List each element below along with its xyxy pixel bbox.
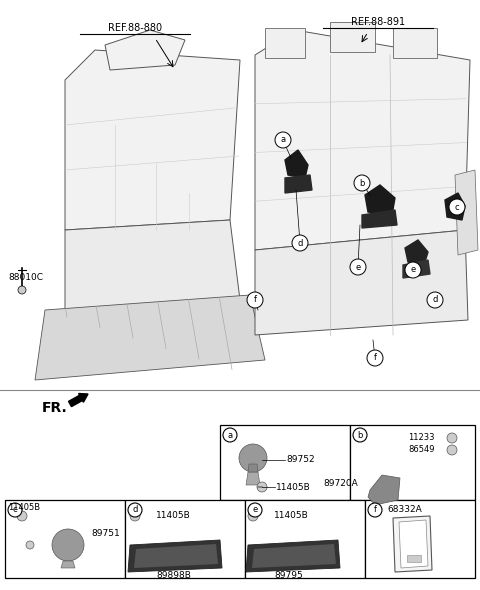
Polygon shape [285, 150, 308, 178]
Polygon shape [330, 22, 375, 52]
Text: 11405B: 11405B [274, 512, 309, 520]
Text: e: e [355, 263, 360, 271]
Polygon shape [365, 185, 395, 215]
Circle shape [447, 445, 457, 455]
Circle shape [8, 503, 22, 517]
Text: 11405B: 11405B [276, 483, 311, 491]
Circle shape [247, 292, 263, 308]
Text: 89752: 89752 [286, 455, 314, 464]
Text: 68332A: 68332A [387, 506, 422, 514]
Text: b: b [360, 179, 365, 188]
Bar [5, 500, 125, 578]
Text: REF.88-891: REF.88-891 [351, 17, 405, 27]
Circle shape [350, 259, 366, 275]
Circle shape [17, 511, 27, 521]
Polygon shape [252, 544, 336, 568]
Polygon shape [265, 28, 305, 58]
Circle shape [354, 175, 370, 191]
Text: a: a [228, 431, 233, 440]
Polygon shape [246, 472, 260, 485]
Polygon shape [65, 50, 240, 230]
Polygon shape [134, 544, 218, 568]
Circle shape [368, 503, 382, 517]
Polygon shape [362, 210, 397, 228]
Bar [245, 500, 365, 578]
Polygon shape [445, 193, 465, 220]
Circle shape [223, 428, 237, 442]
Text: 89751: 89751 [91, 529, 120, 539]
Text: f: f [253, 296, 256, 304]
Text: FR.: FR. [42, 401, 68, 415]
Text: f: f [373, 353, 376, 362]
Text: f: f [373, 506, 376, 514]
Polygon shape [255, 30, 470, 250]
Circle shape [130, 511, 140, 521]
Text: e: e [252, 506, 258, 514]
Polygon shape [35, 295, 265, 380]
Circle shape [292, 235, 308, 251]
Polygon shape [393, 28, 437, 58]
Text: 86549: 86549 [408, 445, 434, 454]
Circle shape [257, 482, 267, 492]
Circle shape [353, 428, 367, 442]
Polygon shape [407, 555, 421, 562]
Polygon shape [255, 230, 468, 335]
Text: REF.88-880: REF.88-880 [108, 23, 162, 33]
Circle shape [405, 262, 421, 278]
Text: e: e [410, 266, 416, 274]
Text: 11233: 11233 [408, 434, 434, 442]
Polygon shape [61, 561, 75, 568]
Circle shape [275, 132, 291, 148]
Bar [220, 425, 350, 500]
Bar [125, 500, 245, 578]
Text: d: d [297, 238, 303, 247]
Polygon shape [246, 540, 340, 572]
Circle shape [367, 350, 383, 366]
Text: 11405B: 11405B [156, 512, 191, 520]
Circle shape [26, 541, 34, 549]
Circle shape [239, 444, 267, 472]
Polygon shape [368, 475, 400, 505]
Text: 89720A: 89720A [323, 478, 358, 487]
Text: c: c [455, 202, 459, 211]
Circle shape [128, 503, 142, 517]
Text: b: b [357, 431, 363, 440]
Bar [350, 425, 475, 500]
Circle shape [248, 503, 262, 517]
Polygon shape [65, 220, 240, 310]
Polygon shape [393, 516, 432, 572]
Bar [365, 500, 475, 578]
Polygon shape [248, 464, 258, 472]
Polygon shape [105, 30, 185, 70]
Polygon shape [285, 175, 312, 193]
Text: d: d [432, 296, 438, 304]
Circle shape [427, 292, 443, 308]
Text: 89898B: 89898B [156, 571, 191, 579]
Text: 88010C: 88010C [8, 274, 43, 283]
Text: d: d [132, 506, 138, 514]
Circle shape [52, 529, 84, 561]
Circle shape [449, 199, 465, 215]
Polygon shape [455, 170, 478, 255]
Polygon shape [128, 540, 222, 572]
Circle shape [18, 286, 26, 294]
Text: 89795: 89795 [274, 571, 303, 579]
Polygon shape [405, 240, 428, 265]
Text: 11405B: 11405B [8, 503, 40, 513]
Polygon shape [403, 260, 430, 278]
Polygon shape [399, 520, 428, 568]
Text: a: a [280, 136, 286, 145]
Circle shape [447, 433, 457, 443]
Circle shape [248, 511, 258, 521]
FancyArrow shape [69, 394, 88, 407]
Text: c: c [12, 506, 17, 514]
